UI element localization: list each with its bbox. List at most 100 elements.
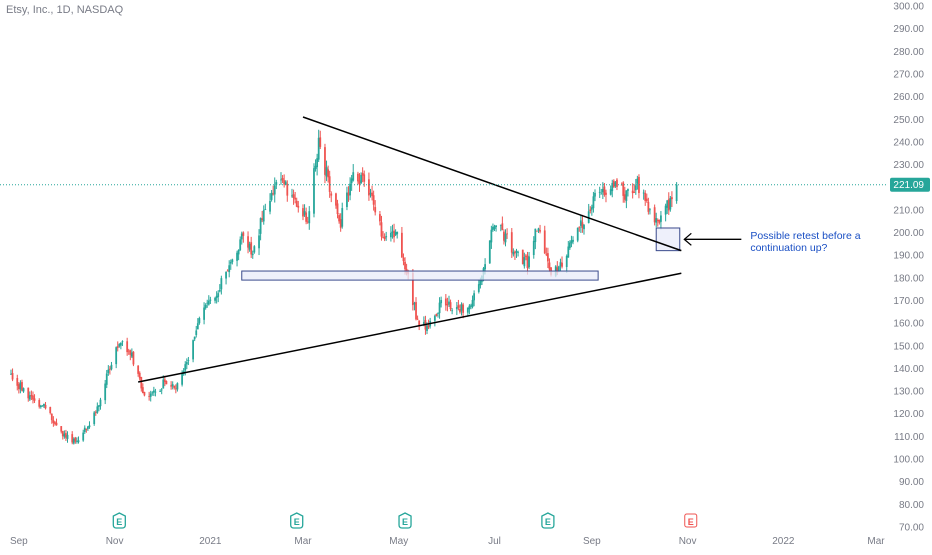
candle-body [231, 259, 234, 263]
drawings-layer [138, 116, 682, 383]
candle [148, 391, 151, 401]
candle [382, 231, 384, 239]
candle [49, 406, 52, 415]
candle-body [418, 320, 421, 326]
candle [214, 296, 216, 304]
candle-body [357, 173, 359, 182]
candle [517, 250, 519, 257]
candle [281, 175, 284, 184]
candle [545, 247, 548, 257]
candle-body [198, 318, 201, 324]
candle-body [636, 178, 639, 184]
candle-body [239, 239, 242, 250]
candle [66, 431, 69, 443]
candle [286, 180, 289, 202]
candle-body [195, 330, 198, 336]
candle [206, 299, 209, 308]
candle [380, 215, 383, 241]
candle-body [176, 383, 179, 390]
candle [316, 153, 319, 176]
candle [358, 173, 361, 192]
candle [228, 260, 231, 278]
candle [391, 224, 394, 239]
price-tick-label: 290.00 [893, 24, 924, 35]
candle [379, 210, 381, 226]
candle [349, 177, 351, 201]
candle [165, 380, 168, 385]
candle [598, 186, 601, 198]
candle [636, 175, 639, 190]
candle [536, 230, 538, 232]
candle [669, 195, 672, 212]
candle-body [313, 168, 315, 214]
candle [61, 430, 64, 440]
candle [583, 224, 585, 235]
candle-body [667, 199, 670, 211]
candle-body [622, 182, 625, 196]
candle-body [138, 372, 141, 379]
candle [76, 437, 78, 444]
candle [649, 208, 651, 215]
candle [383, 233, 386, 242]
candle-body [242, 232, 245, 236]
candle-body [93, 412, 96, 425]
time-axis: Sep Nov 2021 Mar May Jul Sep Nov 2022 Mar [10, 536, 885, 547]
candle [107, 365, 110, 376]
earnings-label: E [116, 517, 122, 527]
candle [269, 193, 271, 215]
candle-body [433, 315, 436, 321]
candle-body [644, 192, 647, 201]
candle-body [319, 137, 322, 147]
candle [251, 250, 254, 259]
candle [572, 236, 574, 245]
candle [182, 368, 185, 376]
candle-body [385, 236, 388, 238]
candle [65, 429, 67, 442]
candle-body [534, 228, 537, 243]
candle [368, 172, 370, 201]
upper-trendline [302, 116, 682, 252]
candle-body [368, 179, 370, 196]
candle-body [336, 203, 339, 215]
candle [568, 240, 571, 250]
candle-body [350, 178, 353, 184]
candle-body [510, 232, 513, 253]
candle-body [17, 384, 20, 389]
price-tick-label: 200.00 [893, 228, 924, 239]
candle-body [28, 395, 31, 400]
time-tick-label: Mar [294, 536, 312, 547]
candle [10, 369, 12, 375]
candle-body [228, 265, 231, 273]
candle [400, 226, 403, 258]
time-tick-label: 2022 [772, 536, 795, 547]
candle [264, 203, 267, 211]
earnings-label: E [545, 517, 551, 527]
candle [63, 430, 66, 439]
candle-body [576, 227, 579, 241]
candle-body [394, 232, 397, 235]
candle-body [415, 302, 417, 320]
candle [209, 296, 212, 305]
candle [173, 385, 176, 390]
candle-body [275, 182, 278, 186]
candle-body [633, 192, 636, 194]
candle [160, 388, 163, 395]
candle-body [427, 325, 430, 328]
candle-body [240, 233, 243, 240]
candle [671, 191, 673, 208]
candle [470, 303, 472, 310]
candle [83, 425, 86, 434]
candle-body [614, 182, 617, 187]
candle [72, 437, 75, 445]
candle [576, 227, 579, 243]
candle [77, 436, 80, 444]
candle-body [539, 230, 541, 232]
candle [600, 188, 603, 195]
candle [143, 391, 146, 397]
candle-body [612, 180, 615, 188]
candle [455, 301, 458, 316]
candle-body [592, 196, 595, 209]
candle [127, 348, 130, 355]
